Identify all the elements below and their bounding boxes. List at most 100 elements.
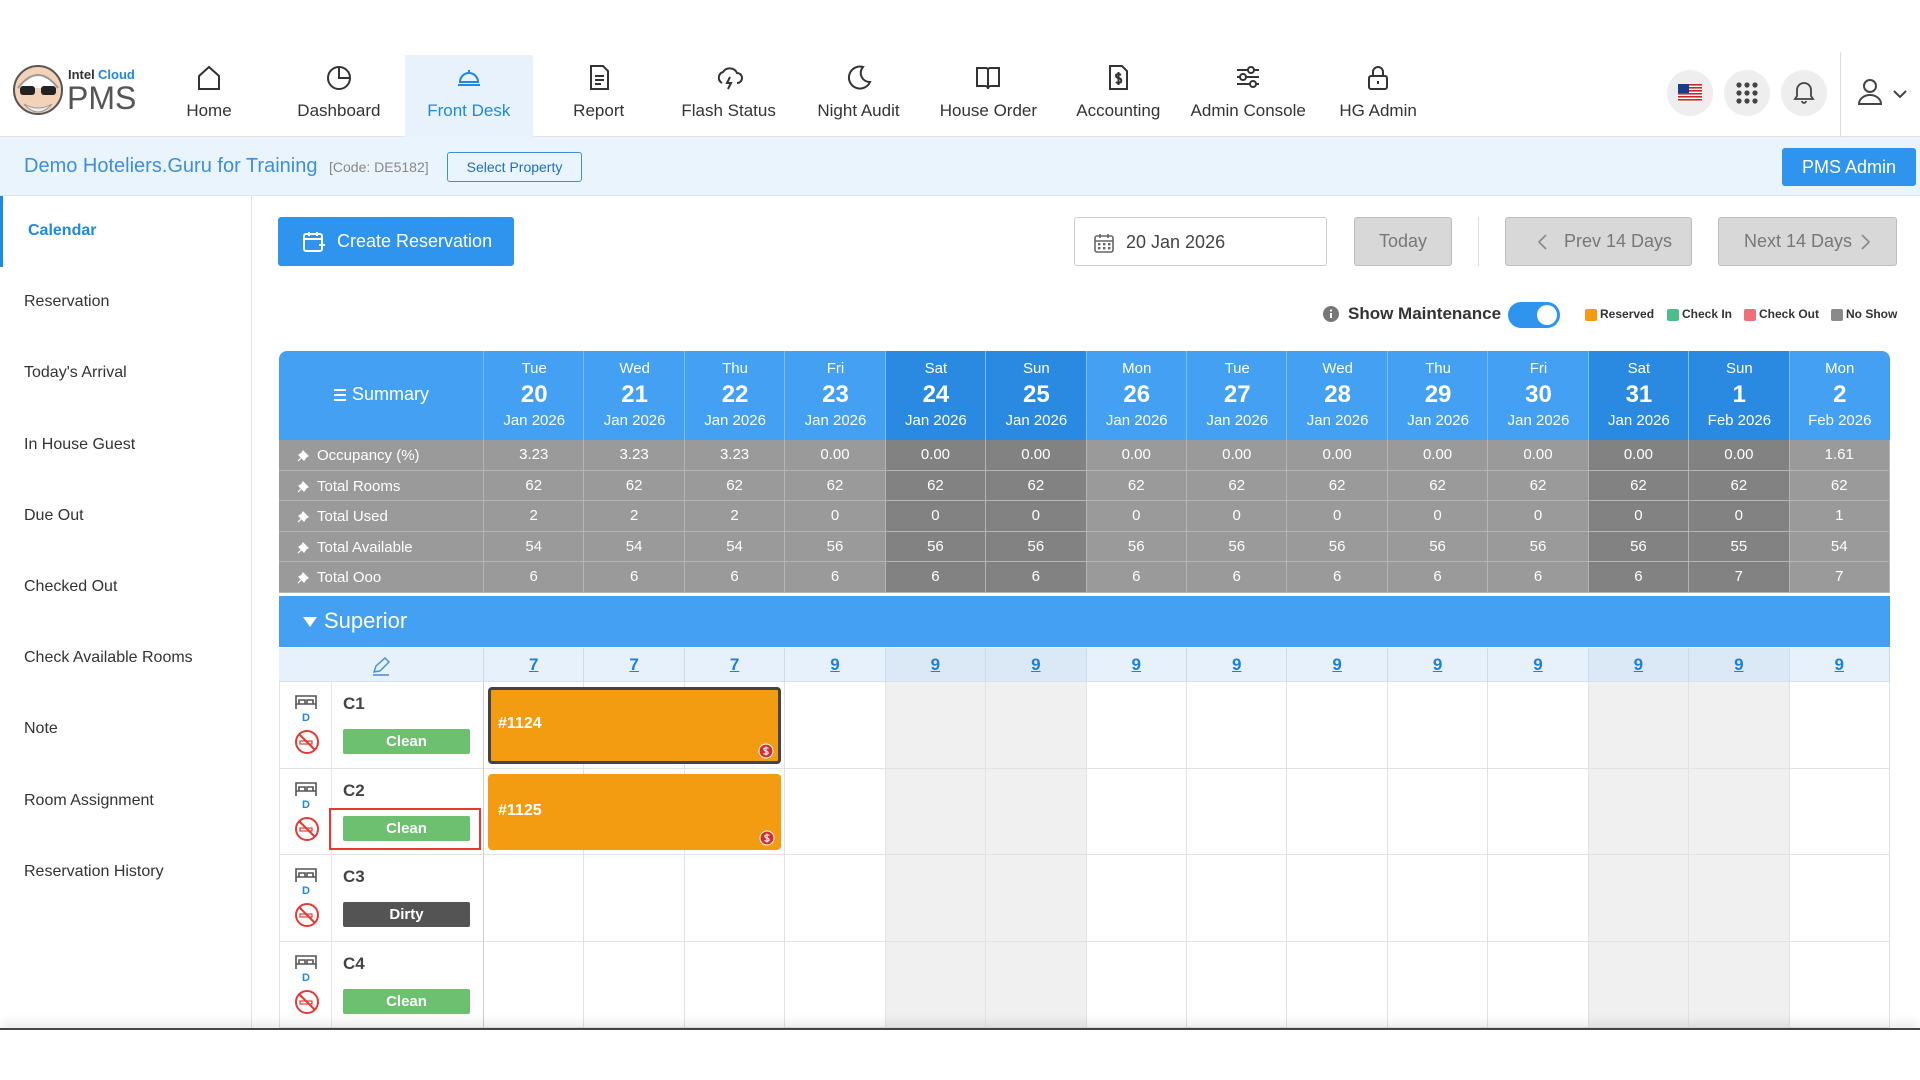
calendar-cell[interactable] (1387, 855, 1489, 942)
calendar-cell[interactable] (1287, 768, 1388, 855)
calendar-cell[interactable] (1187, 682, 1288, 769)
reservation[interactable]: #1124 (488, 687, 782, 764)
nav-item[interactable]: Home (145, 55, 273, 137)
calendar-cell[interactable] (1488, 768, 1589, 855)
calendar-cell[interactable] (1387, 941, 1489, 1028)
calendar-cell[interactable] (1086, 682, 1187, 769)
calendar-cell[interactable] (1287, 941, 1388, 1028)
calendar-cell[interactable] (484, 855, 585, 942)
availability-link[interactable]: 9 (986, 648, 1087, 682)
notifications-button[interactable] (1781, 70, 1827, 116)
availability-link[interactable]: 9 (785, 648, 886, 682)
next-button[interactable]: Next 14 Days (1718, 217, 1897, 266)
calendar-cell[interactable] (1086, 941, 1187, 1028)
calendar-cell[interactable] (785, 941, 886, 1028)
availability-link[interactable]: 9 (1187, 648, 1288, 682)
availability-link[interactable]: 9 (1086, 648, 1187, 682)
calendar-cell[interactable] (1086, 855, 1187, 942)
calendar-cell[interactable] (785, 855, 886, 942)
today-button[interactable]: Today (1354, 217, 1452, 266)
calendar-cell[interactable] (1789, 855, 1890, 942)
date-input[interactable]: 20 Jan 2026 (1074, 217, 1327, 266)
availability-link[interactable]: 9 (1287, 648, 1388, 682)
calendar-cell[interactable] (986, 855, 1087, 942)
sidebar-item[interactable]: Note (0, 694, 251, 765)
user-menu[interactable] (1856, 76, 1912, 110)
calendar-cell[interactable] (1588, 855, 1690, 942)
room-type-bar[interactable]: Superior (279, 596, 1890, 647)
calendar-cell[interactable] (1287, 855, 1388, 942)
maintenance-toggle[interactable] (1508, 302, 1560, 328)
calendar-cell[interactable] (1789, 768, 1890, 855)
availability-link[interactable]: 7 (684, 648, 786, 682)
availability-link[interactable]: 9 (1789, 648, 1890, 682)
calendar-cell[interactable] (785, 768, 886, 855)
nav-item[interactable]: Admin Console (1184, 55, 1312, 137)
calendar-cell[interactable] (885, 941, 987, 1028)
calendar-cell[interactable] (986, 941, 1087, 1028)
calendar-cell[interactable] (684, 855, 786, 942)
reservation[interactable]: #1125 (488, 773, 782, 850)
calendar-cell[interactable] (1387, 768, 1489, 855)
select-property-button[interactable]: Select Property (447, 152, 582, 182)
apps-button[interactable] (1724, 70, 1770, 116)
calendar-cell[interactable] (584, 941, 685, 1028)
calendar-cell[interactable] (1588, 768, 1690, 855)
flag-button[interactable] (1667, 70, 1713, 116)
calendar-cell[interactable] (1086, 768, 1187, 855)
calendar-cell[interactable] (1287, 682, 1388, 769)
calendar-cell[interactable] (1488, 941, 1589, 1028)
calendar-cell[interactable] (1689, 768, 1790, 855)
calendar-cell[interactable] (1187, 941, 1288, 1028)
calendar-cell[interactable] (1789, 941, 1890, 1028)
calendar-cell[interactable] (1689, 941, 1790, 1028)
availability-link[interactable]: 9 (1387, 648, 1489, 682)
calendar-cell[interactable] (684, 941, 786, 1028)
calendar-cell[interactable] (484, 941, 585, 1028)
edit-icon[interactable] (371, 656, 391, 676)
availability-link[interactable]: 7 (484, 648, 585, 682)
nav-item[interactable]: Dashboard (275, 55, 403, 137)
calendar-cell[interactable] (785, 682, 886, 769)
sidebar-item[interactable]: Calendar (0, 196, 251, 267)
calendar-cell[interactable] (1588, 682, 1690, 769)
availability-link[interactable]: 9 (1488, 648, 1589, 682)
prev-button[interactable]: Prev 14 Days (1505, 217, 1692, 266)
calendar-cell[interactable] (1187, 768, 1288, 855)
room-status[interactable]: Clean (343, 815, 470, 841)
sidebar-item[interactable]: Checked Out (0, 552, 251, 623)
calendar-cell[interactable] (584, 855, 685, 942)
calendar-cell[interactable] (885, 855, 987, 942)
room-status[interactable]: Clean (343, 988, 470, 1014)
nav-item[interactable]: Flash Status (665, 55, 793, 137)
nav-item[interactable]: Front Desk (404, 55, 533, 137)
nav-item[interactable]: Night Audit (795, 55, 923, 137)
availability-link[interactable]: 9 (1588, 648, 1690, 682)
calendar-cell[interactable] (1689, 855, 1790, 942)
calendar-cell[interactable] (1588, 941, 1690, 1028)
room-status[interactable]: Clean (343, 729, 470, 754)
calendar-cell[interactable] (1488, 682, 1589, 769)
nav-item[interactable]: Accounting (1054, 55, 1182, 137)
sidebar-item[interactable]: Reservation History (0, 837, 251, 908)
nav-item[interactable]: House Order (924, 55, 1052, 137)
availability-link[interactable]: 7 (584, 648, 685, 682)
calendar-cell[interactable] (986, 682, 1087, 769)
sidebar-item[interactable]: Room Assignment (0, 766, 251, 837)
room-status[interactable]: Dirty (343, 902, 470, 927)
availability-link[interactable]: 9 (885, 648, 987, 682)
sidebar-item[interactable]: In House Guest (0, 410, 251, 481)
calendar-cell[interactable] (885, 682, 987, 769)
nav-item[interactable]: HG Admin (1314, 55, 1442, 137)
calendar-cell[interactable] (885, 768, 987, 855)
summary-header[interactable]: Summary (279, 351, 484, 440)
sidebar-item[interactable]: Reservation (0, 267, 251, 338)
sidebar-item[interactable]: Today's Arrival (0, 338, 251, 409)
calendar-cell[interactable] (1387, 682, 1489, 769)
calendar-cell[interactable] (986, 768, 1087, 855)
nav-item[interactable]: Report (535, 55, 663, 137)
calendar-cell[interactable] (1789, 682, 1890, 769)
calendar-cell[interactable] (1187, 855, 1288, 942)
create-reservation-button[interactable]: Create Reservation (278, 217, 514, 266)
availability-link[interactable]: 9 (1689, 648, 1790, 682)
